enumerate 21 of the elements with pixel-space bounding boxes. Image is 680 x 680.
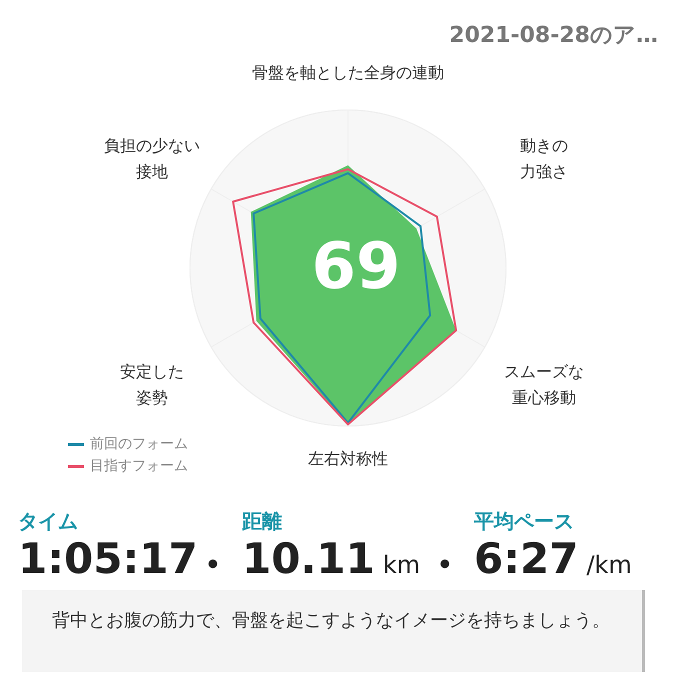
spoke-label: 負担の少ない接地 [104,136,200,181]
text: km [382,551,420,579]
spoke-label: スムーズな重心移動 [504,362,584,407]
text: /km [586,551,632,579]
spoke-label: 安定した姿勢 [120,362,184,407]
chart-title: 2021-08-28のア… [449,22,658,50]
legend-label: 前回のフォーム [89,435,188,454]
text: 10.11 [242,534,375,583]
text: タイム [18,508,78,535]
legend-label: 目指すフォーム [89,457,188,476]
text: • [204,548,222,583]
spoke-label: 骨盤を軸とした全身の連動 [252,63,444,82]
text: 背中とお腹の筋力で、骨盤を起こすようなイメージを持ちましょう。 [52,609,611,633]
text: 平均ペース [474,508,574,535]
spoke-label: 左右対称性 [308,449,388,468]
text: 距離 [242,508,282,535]
text: • [436,548,454,583]
text: 1:05:17 [18,534,198,583]
spoke-label: 動きの力強さ [520,136,568,181]
text: 69 [310,230,402,304]
text: 6:27 [474,534,578,583]
